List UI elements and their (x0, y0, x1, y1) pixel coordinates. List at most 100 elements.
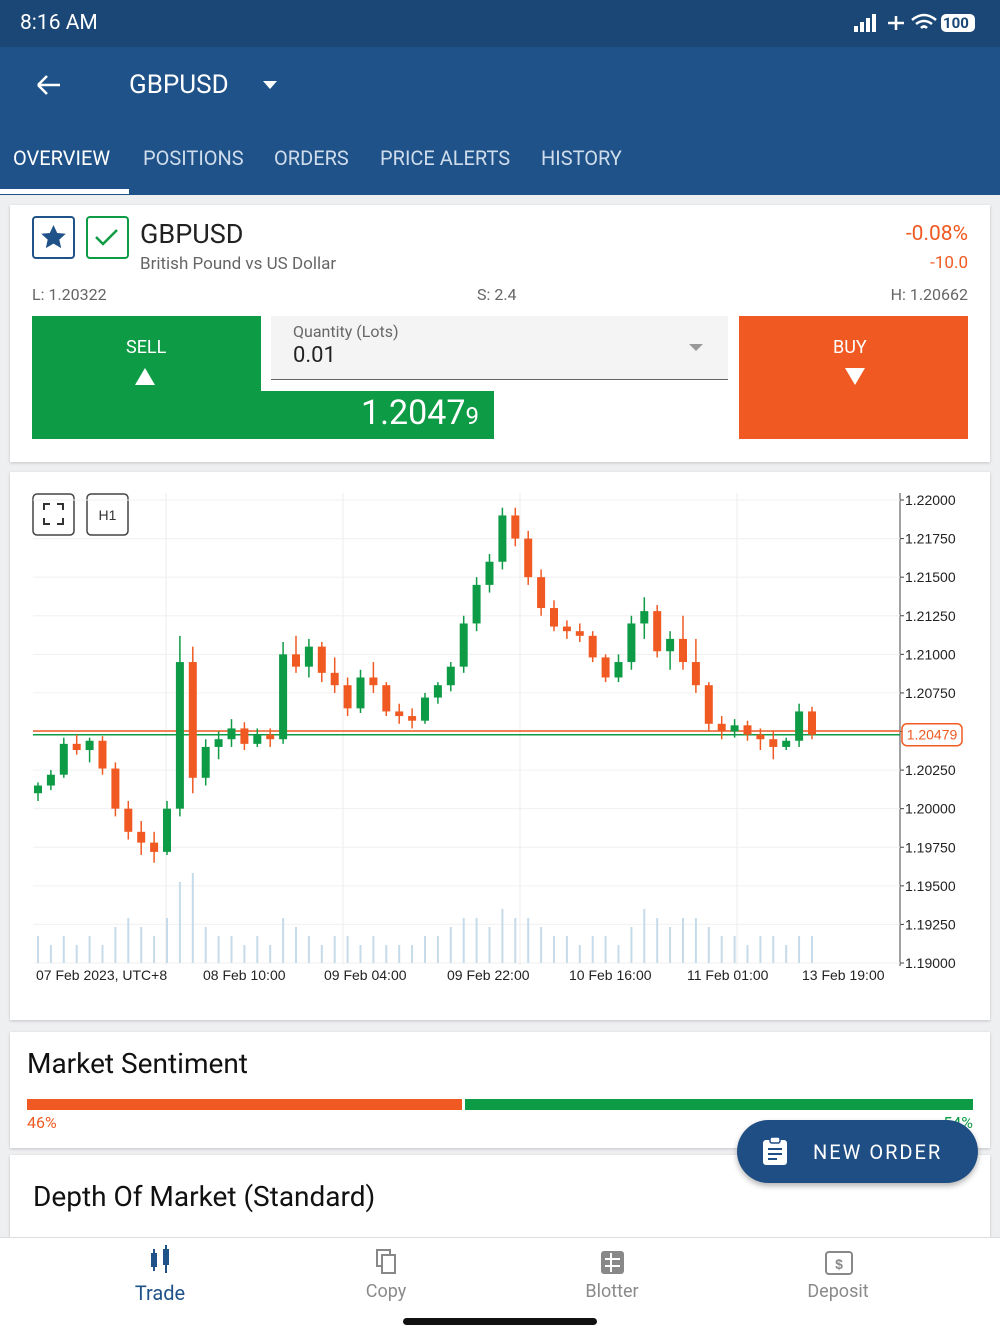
candle-body (588, 635, 597, 658)
back-button[interactable] (34, 70, 64, 100)
candle-body (227, 728, 236, 740)
candle-body (562, 626, 571, 632)
chart-card (10, 472, 990, 1020)
candle-body (111, 768, 120, 809)
instrument-name: British Pound vs US Dollar (140, 254, 337, 274)
candle-body (691, 662, 700, 686)
price-label: 1.20479 (907, 727, 958, 743)
depth-title: Depth Of Market (Standard) (33, 1180, 376, 1213)
change-percent: -0.08% (905, 222, 968, 246)
candle-body (743, 725, 752, 735)
dropdown-arrow[interactable] (262, 80, 278, 90)
candle-body (666, 638, 675, 652)
candle-body (240, 728, 249, 744)
candle-body (769, 739, 778, 747)
candle-body (356, 677, 365, 709)
x-tick-label: 11 Feb 01:00 (687, 967, 769, 983)
sell-price: 1.20479 (360, 393, 479, 433)
candle-body (717, 723, 726, 732)
candle-body (795, 711, 804, 741)
tab[interactable]: HISTORY (541, 146, 622, 170)
instrument-symbol: GBPUSD (140, 218, 244, 250)
candle-body (472, 584, 481, 624)
candle-body (46, 774, 55, 786)
candle-body (98, 740, 107, 769)
y-tick-label: 1.20250 (905, 762, 956, 778)
candle-body (343, 685, 352, 709)
y-tick-label: 1.19500 (905, 878, 956, 894)
candle-body (421, 697, 429, 721)
x-tick-label: 08 Feb 10:00 (203, 967, 286, 983)
candle-body (614, 662, 623, 678)
candle-body (756, 734, 765, 740)
y-tick-label: 1.19000 (905, 955, 956, 971)
quantity-value[interactable]: 0.01 (293, 343, 336, 368)
candle-body (124, 808, 133, 832)
spread: S: 2.4 (477, 285, 517, 304)
nav-item[interactable]: Trade (134, 1281, 186, 1305)
x-tick-label: 13 Feb 19:00 (802, 967, 885, 983)
candle-body (266, 734, 275, 740)
candle-body (34, 785, 42, 794)
candle-body (369, 677, 378, 686)
symbol-selector[interactable]: GBPUSD (129, 70, 229, 100)
candle-body (330, 672, 339, 686)
tab[interactable]: ORDERS (274, 146, 349, 170)
buy-label: BUY (833, 337, 867, 358)
candle-body (627, 623, 636, 663)
candle-body (59, 743, 68, 775)
candle-body (485, 561, 494, 585)
candle-body (537, 577, 546, 609)
battery-level: 100 (943, 14, 969, 32)
day-low: L: 1.20322 (32, 285, 107, 304)
x-tick-label: 09 Feb 04:00 (324, 967, 407, 983)
quantity-field[interactable] (271, 316, 728, 380)
candle-body (433, 685, 442, 698)
nav-item[interactable]: Blotter (585, 1281, 639, 1302)
instrument-icons[interactable] (32, 216, 132, 260)
candle-body (317, 646, 326, 673)
candle-body (137, 831, 146, 843)
candle-body (85, 740, 94, 751)
y-tick-label: 1.20750 (905, 685, 956, 701)
sentiment-bar-sell (27, 1099, 463, 1110)
candle-body (524, 538, 533, 578)
change-pips: -10.0 (930, 253, 968, 273)
candle-body (304, 646, 313, 667)
quantity-dropdown[interactable] (689, 344, 703, 352)
candle-body (382, 685, 391, 712)
candle-body (279, 654, 288, 740)
timeframe-button[interactable] (86, 493, 129, 536)
sentiment-title: Market Sentiment (27, 1047, 248, 1080)
y-tick-label: 1.21500 (905, 569, 956, 585)
candle-body (150, 842, 159, 852)
nav-icons: $ (151, 1245, 853, 1275)
timeframe-label: H1 (99, 507, 117, 523)
y-tick-label: 1.21750 (905, 531, 956, 547)
y-tick-label: 1.21000 (905, 646, 956, 662)
status-icons (854, 13, 975, 32)
candle-body (782, 740, 791, 747)
candle-body (601, 657, 610, 678)
tab[interactable]: POSITIONS (143, 146, 244, 170)
price-gap (494, 391, 506, 439)
sell-arrow (135, 368, 155, 385)
tab[interactable]: PRICE ALERTS (380, 146, 511, 170)
candle-body (163, 808, 171, 852)
x-tick-label: 07 Feb 2023, UTC+8 (36, 967, 167, 983)
y-tick-label: 1.19250 (905, 916, 956, 932)
candle-body (214, 739, 223, 747)
candle-body (575, 631, 584, 636)
quantity-label: Quantity (Lots) (293, 322, 399, 341)
candle-body (395, 711, 404, 717)
new-order-label: NEW ORDER (813, 1140, 943, 1164)
nav-item[interactable]: Copy (365, 1281, 407, 1302)
tab-indicator (0, 189, 129, 194)
sentiment-bar-buy (465, 1099, 973, 1110)
candle-body (408, 716, 417, 721)
nav-item[interactable]: Deposit (807, 1281, 869, 1302)
tab[interactable]: OVERVIEW (13, 146, 111, 170)
candle-body (808, 711, 816, 735)
new-order-icon (763, 1136, 787, 1165)
x-tick-label: 09 Feb 22:00 (447, 967, 530, 983)
